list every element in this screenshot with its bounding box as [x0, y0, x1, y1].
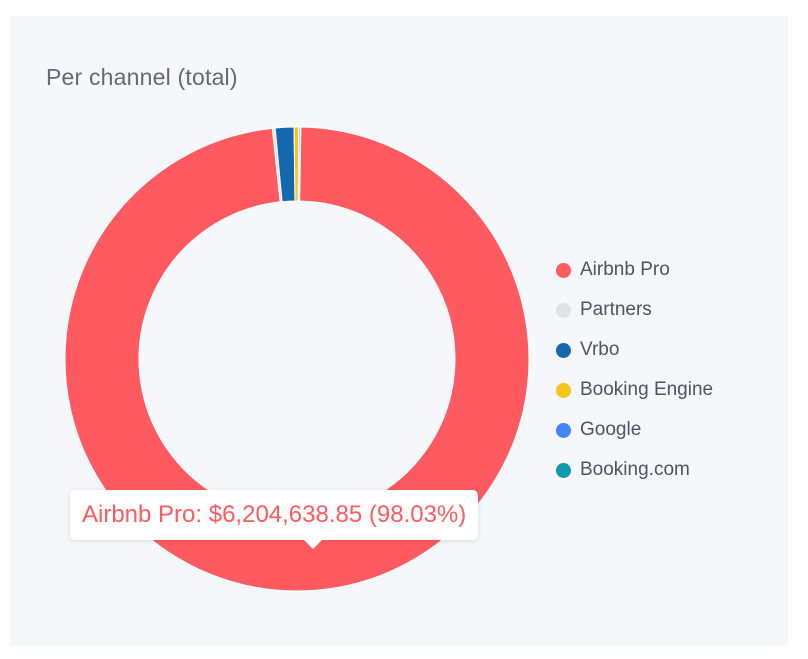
slice-airbnb-pro[interactable]	[64, 126, 530, 592]
chart-tooltip: Airbnb Pro: $6,204,638.85 (98.03%)	[70, 490, 479, 549]
tooltip-arrow	[304, 540, 322, 549]
legend-swatch-booking-com	[556, 462, 571, 478]
legend-label-booking-engine: Booking Engine	[580, 379, 714, 400]
legend-label-partners: Partners	[580, 299, 652, 320]
legend-item-google[interactable]: Google	[556, 410, 713, 450]
donut-slices	[64, 126, 530, 592]
legend-item-booking-engine[interactable]: Booking Engine	[556, 370, 713, 410]
legend-item-booking-com[interactable]: Booking.com	[556, 450, 713, 490]
donut-chart	[64, 126, 530, 592]
legend-item-airbnb-pro[interactable]: Airbnb Pro	[556, 250, 713, 290]
legend-swatch-google	[556, 422, 571, 438]
legend-label-vrbo: Vrbo	[580, 339, 620, 360]
legend-swatch-airbnb-pro	[556, 262, 571, 278]
chart-title: Per channel (total)	[46, 64, 238, 90]
chart-card: Per channel (total) Airbnb Pro Partners …	[10, 16, 788, 646]
legend-swatch-partners	[556, 302, 571, 318]
legend-item-vrbo[interactable]: Vrbo	[556, 330, 713, 370]
legend-swatch-booking-engine	[556, 382, 571, 398]
legend-swatch-vrbo	[556, 342, 571, 358]
legend-label-airbnb-pro: Airbnb Pro	[580, 259, 670, 280]
legend-label-google: Google	[580, 419, 642, 440]
legend-item-partners[interactable]: Partners	[556, 290, 713, 330]
legend-label-booking-com: Booking.com	[580, 459, 690, 480]
chart-legend: Airbnb Pro Partners Vrbo Booking Engine …	[556, 250, 713, 490]
tooltip-text: Airbnb Pro: $6,204,638.85 (98.03%)	[82, 501, 467, 528]
